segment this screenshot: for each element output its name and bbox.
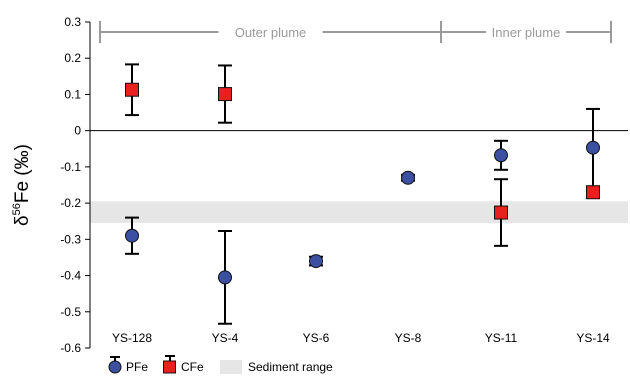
- plume-brackets: Outer plume Inner plume: [99, 21, 612, 43]
- y-axis-label-sup: 56: [11, 203, 23, 215]
- y-tick-label: -0.1: [60, 160, 81, 174]
- plume-bracket: Outer plume: [99, 21, 442, 43]
- plume-label: Outer plume: [235, 25, 307, 40]
- legend-item-pfe: PFe: [108, 356, 148, 374]
- y-tick-label: -0.3: [60, 232, 81, 246]
- category-labels: YS-128 YS-4 YS-6 YS-8 YS-11 YS-14: [112, 331, 610, 345]
- legend-label: PFe: [126, 360, 148, 374]
- y-tick-label: -0.4: [60, 269, 81, 283]
- cfe-point: [494, 205, 508, 220]
- y-axis-label-delta: δ: [12, 215, 33, 226]
- category-label: YS-4: [212, 331, 239, 345]
- category-label: YS-11: [485, 331, 518, 345]
- legend-item-cfe: CFe: [163, 355, 204, 374]
- y-axis-label: δ56Fe (‰): [11, 144, 33, 226]
- legend-square-marker: [163, 360, 176, 374]
- pfe-point: [586, 140, 600, 155]
- error-bars: [125, 63, 600, 325]
- category-label: YS-8: [395, 331, 422, 345]
- pfe-point: [218, 270, 232, 285]
- category-label: YS-6: [303, 331, 330, 345]
- y-tick-label: 0.1: [64, 87, 81, 101]
- pfe-point: [401, 170, 415, 185]
- y-tick-label: 0: [74, 124, 81, 138]
- legend-item-sediment: Sediment range: [220, 360, 333, 374]
- legend-circle-marker: [108, 360, 122, 374]
- category-label: YS-14: [576, 331, 610, 345]
- legend-band-swatch: [220, 360, 242, 374]
- y-tick-label: -0.6: [60, 341, 81, 355]
- pfe-point: [494, 148, 508, 163]
- legend-label: CFe: [181, 360, 204, 374]
- y-axis: 0.3 0.2 0.1 0 -0.1 -0.2 -0.3 -0.4 -0.5 -0.6: [60, 15, 91, 355]
- data-markers: [125, 82, 600, 285]
- category-label: YS-128: [112, 331, 152, 345]
- cfe-point: [586, 185, 600, 200]
- cfe-point: [218, 87, 232, 102]
- y-tick-label: 0.2: [64, 51, 81, 65]
- y-tick-label: -0.2: [60, 196, 81, 210]
- pfe-point: [309, 254, 323, 269]
- pfe-point: [125, 228, 139, 243]
- plume-bracket: Inner plume: [440, 21, 612, 43]
- legend-label: Sediment range: [248, 360, 333, 374]
- y-axis-label-rest: Fe (‰): [12, 144, 33, 203]
- y-tick-label: 0.3: [64, 15, 81, 29]
- cfe-point: [125, 82, 139, 97]
- y-tick-label: -0.5: [60, 305, 81, 319]
- legend: PFe CFe Sediment range: [108, 355, 333, 374]
- plume-label: Inner plume: [492, 25, 561, 40]
- sediment-range-band: [90, 201, 628, 224]
